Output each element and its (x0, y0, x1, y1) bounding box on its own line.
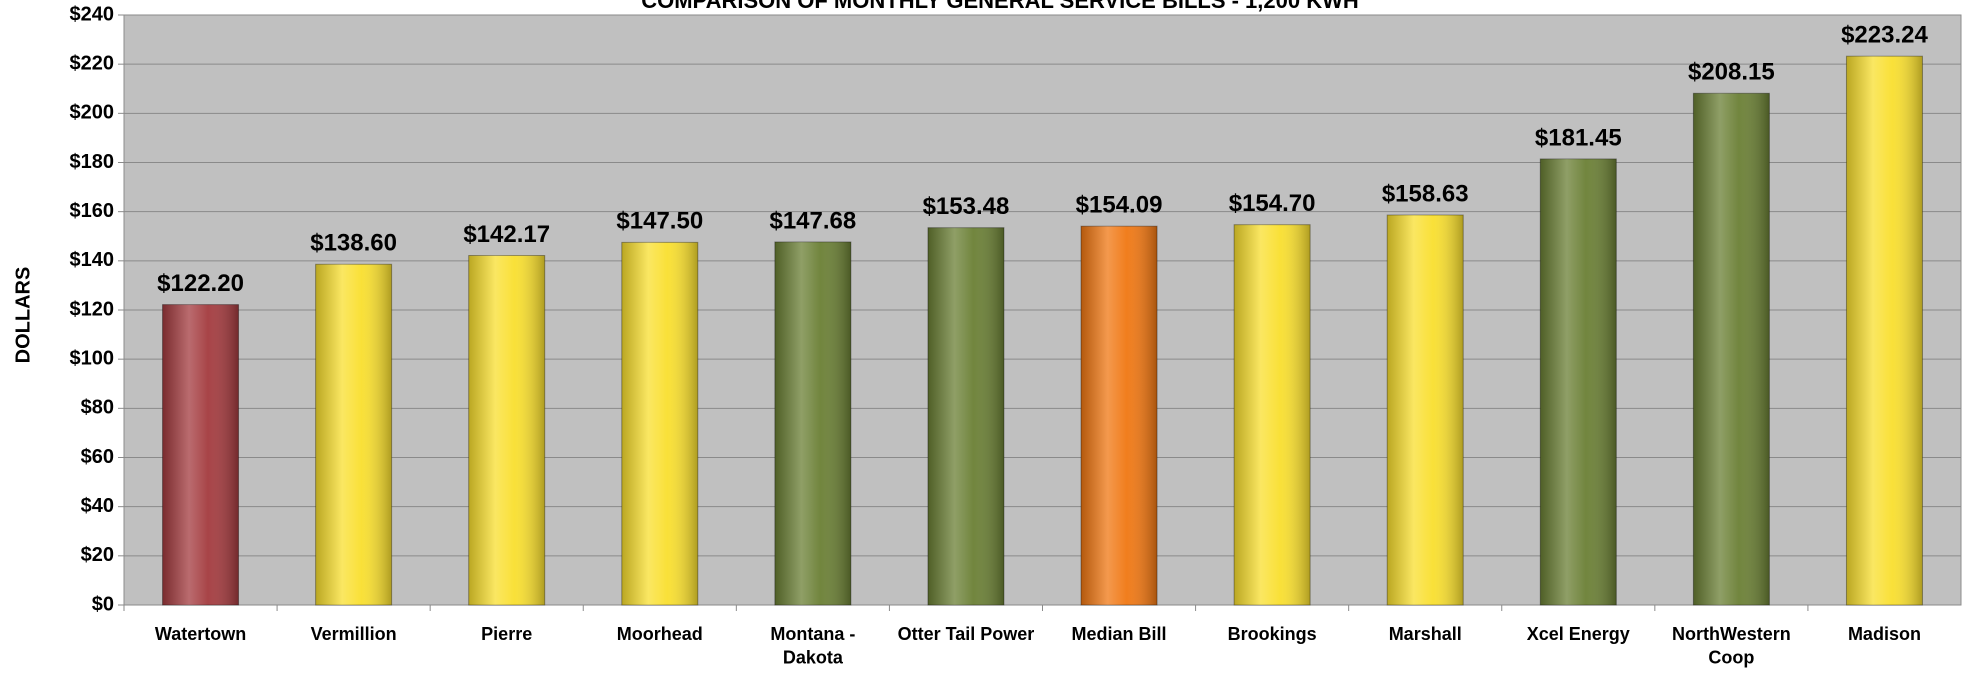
value-label: $122.20 (157, 270, 244, 297)
bar-shine (315, 264, 392, 605)
bar-shine (1387, 215, 1464, 605)
value-label: $147.68 (769, 207, 856, 234)
bar-shine (1081, 226, 1158, 605)
value-label: $181.45 (1535, 124, 1622, 151)
y-tick-label: $140 (70, 249, 115, 271)
x-tick-label: Montana -Dakota (770, 624, 855, 667)
value-label: $153.48 (923, 193, 1010, 220)
bar-shine (927, 227, 1004, 605)
x-tick-label: Pierre (481, 624, 532, 644)
y-tick-label: $120 (70, 298, 115, 320)
bar-shine (621, 242, 698, 606)
x-tick-label: NorthWestern Coop (1672, 624, 1791, 667)
y-tick-label: $160 (70, 200, 115, 222)
x-tick-label: Vermillion (311, 624, 397, 644)
bar-shine (1540, 158, 1617, 605)
x-tick-label: Madison (1848, 624, 1921, 644)
y-tick-label: $80 (81, 397, 114, 419)
bar-shine (468, 255, 545, 605)
x-tick-label: Xcel Energy (1527, 624, 1630, 644)
y-axis-label: DOLLARS (12, 267, 34, 364)
value-label: $154.09 (1076, 192, 1163, 219)
y-tick-label: $40 (81, 495, 114, 517)
bar-shine (1234, 224, 1311, 605)
x-tick-label: Marshall (1389, 624, 1462, 644)
x-tick-label: Median Bill (1072, 624, 1167, 644)
value-label: $142.17 (463, 221, 550, 248)
y-tick-label: $220 (70, 52, 115, 74)
y-tick-label: $240 (70, 3, 115, 25)
bar-shine (774, 241, 851, 605)
chart-title: COMPARISON OF MONTHLY GENERAL SERVICE BI… (641, 0, 1359, 13)
x-tick-label: Brookings (1228, 624, 1317, 644)
x-tick-label: Moorhead (617, 624, 703, 644)
bar-shine (162, 304, 239, 605)
value-label: $158.63 (1382, 180, 1469, 207)
bar-shine (1693, 93, 1770, 606)
value-label: $223.24 (1841, 22, 1928, 49)
y-tick-label: $100 (70, 347, 115, 369)
x-tick-label: Otter Tail Power (898, 624, 1035, 644)
x-tick-label: Watertown (155, 624, 246, 644)
bar-shine (1846, 56, 1923, 606)
y-tick-label: $0 (92, 593, 114, 615)
y-tick-label: $60 (81, 446, 114, 468)
value-label: $138.60 (310, 230, 397, 257)
value-label: $147.50 (616, 208, 703, 235)
y-tick-label: $180 (70, 151, 115, 173)
y-tick-label: $20 (81, 544, 114, 566)
value-label: $154.70 (1229, 190, 1316, 217)
y-tick-label: $200 (70, 102, 115, 124)
value-label: $208.15 (1688, 59, 1775, 86)
